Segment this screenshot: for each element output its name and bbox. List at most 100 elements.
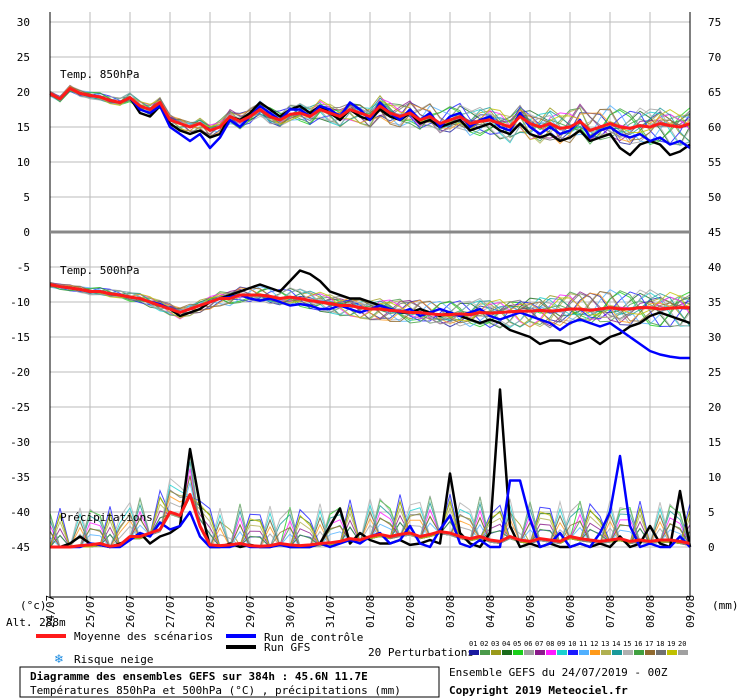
left-tick-label: 0	[23, 226, 30, 239]
left-tick-label: -35	[10, 471, 30, 484]
panel-label-precip: Précipitations	[60, 511, 153, 524]
legend-mean-label: Moyenne des scénarios	[74, 630, 213, 643]
perturbation-swatch	[623, 650, 633, 655]
x-tick-label: 07/08	[604, 595, 617, 628]
perturbation-swatch	[524, 650, 534, 655]
panel-label-850: Temp. 850hPa	[60, 68, 139, 81]
x-tick-label: 26/07	[124, 595, 137, 628]
perturbation-swatch	[513, 650, 523, 655]
perturbation-number: 09	[557, 640, 565, 648]
perturbation-swatch	[546, 650, 556, 655]
right-tick-label: 10	[708, 471, 721, 484]
right-tick-label: 5	[708, 506, 715, 519]
perturbation-swatch	[590, 650, 600, 655]
perturbation-number: 11	[579, 640, 587, 648]
perturbation-line	[49, 283, 691, 328]
x-tick-label: 01/08	[364, 595, 377, 628]
perturbation-number: 15	[623, 640, 631, 648]
right-tick-label: 60	[708, 121, 721, 134]
perturbation-number: 12	[590, 640, 598, 648]
right-tick-label: 55	[708, 156, 721, 169]
x-tick-label: 04/08	[484, 595, 497, 628]
perturbation-swatch	[469, 650, 479, 655]
mean-series-line	[49, 283, 690, 317]
footer-subtitle: Températures 850hPa et 500hPa (°C) , pré…	[30, 684, 401, 697]
perturbation-number: 04	[502, 640, 510, 648]
perturbation-number: 08	[546, 640, 554, 648]
legend-snow-label: Risque neige	[74, 653, 153, 666]
perturbation-number: 07	[535, 640, 543, 648]
footer-title: Diagramme des ensembles GEFS sur 384h : …	[30, 670, 368, 683]
perturbation-swatch	[634, 650, 644, 655]
left-tick-label: 20	[17, 86, 30, 99]
x-tick-label: 29/07	[244, 595, 257, 628]
left-tick-label: -5	[17, 261, 30, 274]
left-tick-label: -45	[10, 541, 30, 554]
legend-control-label: Run de contrôle	[264, 631, 363, 644]
x-tick-label: 05/08	[524, 595, 537, 628]
left-tick-label: -10	[10, 296, 30, 309]
left-tick-label: -20	[10, 366, 30, 379]
perturbation-number: 05	[513, 640, 521, 648]
left-tick-label: 10	[17, 156, 30, 169]
perturbation-swatch	[557, 650, 567, 655]
x-tick-label: 08/08	[644, 595, 657, 628]
left-tick-label: -25	[10, 401, 30, 414]
perturbation-number: 01	[469, 640, 477, 648]
right-tick-label: 70	[708, 51, 721, 64]
perturbation-swatch	[568, 650, 578, 655]
perturbation-swatch	[601, 650, 611, 655]
left-axis-ticks: 30 25 20 15 10 5 0 -5 -10 -15 -20 -25 -30 -35 -40 -45	[10, 16, 30, 554]
run-info: Ensemble GEFS du 24/07/2019 - 00Z	[449, 666, 668, 679]
right-tick-label: 15	[708, 436, 721, 449]
left-tick-label: -30	[10, 436, 30, 449]
perturbation-swatch	[480, 650, 490, 655]
perturbation-number: 20	[678, 640, 686, 648]
perturbation-number: 14	[612, 640, 620, 648]
right-tick-label: 20	[708, 401, 721, 414]
x-tick-label: 02/08	[404, 595, 417, 628]
perturbation-swatch	[535, 650, 545, 655]
right-tick-label: 30	[708, 331, 721, 344]
perturbation-number: 16	[634, 640, 642, 648]
snowflake-icon: ❄	[54, 652, 64, 666]
perturbation-number: 03	[491, 640, 499, 648]
panel-label-500: Temp. 500hPa	[60, 264, 139, 277]
x-axis-ticks: 24/07 25/07 26/07 27/07 28/07 29/07 30/07 31/07…	[44, 595, 697, 628]
main-series	[49, 87, 692, 549]
right-axis-unit: (mm)	[712, 599, 739, 612]
perturbation-swatch	[656, 650, 666, 655]
right-tick-label: 45	[708, 226, 721, 239]
x-tick-label: 30/07	[284, 595, 297, 628]
x-tick-label: 06/08	[564, 595, 577, 628]
left-tick-label: 15	[17, 121, 30, 134]
perturbation-number: 10	[568, 640, 576, 648]
left-tick-label: 30	[17, 16, 30, 29]
right-tick-label: 25	[708, 366, 721, 379]
perturbation-swatch	[612, 650, 622, 655]
legend-gfs-label: Run GFS	[264, 641, 310, 654]
footer-box	[19, 666, 440, 698]
right-tick-label: 50	[708, 191, 721, 204]
right-tick-label: 0	[708, 541, 715, 554]
perturbation-swatch	[678, 650, 688, 655]
x-tick-label: 03/08	[444, 595, 457, 628]
x-tick-label: 09/08	[684, 595, 697, 628]
x-tick-label: 24/07	[44, 595, 57, 628]
perturbation-swatch	[491, 650, 501, 655]
x-tick-label: 25/07	[84, 595, 97, 628]
copyright: Copyright 2019 Meteociel.fr	[449, 684, 628, 697]
x-tick-label: 31/07	[324, 595, 337, 628]
left-tick-label: 5	[23, 191, 30, 204]
x-tick-label: 27/07	[164, 595, 177, 628]
mean-series-line	[50, 493, 691, 549]
perturbation-number: 17	[645, 640, 653, 648]
right-tick-label: 65	[708, 86, 721, 99]
left-tick-label: 25	[17, 51, 30, 64]
right-tick-label: 75	[708, 16, 721, 29]
x-tick-label: 28/07	[204, 595, 217, 628]
left-axis-unit: (°c)	[20, 599, 47, 612]
perturbation-swatches: 01 02 03 04 05 06 07 08 09 10 11 12 13 14 15 16 17 18 19 20	[469, 640, 688, 655]
